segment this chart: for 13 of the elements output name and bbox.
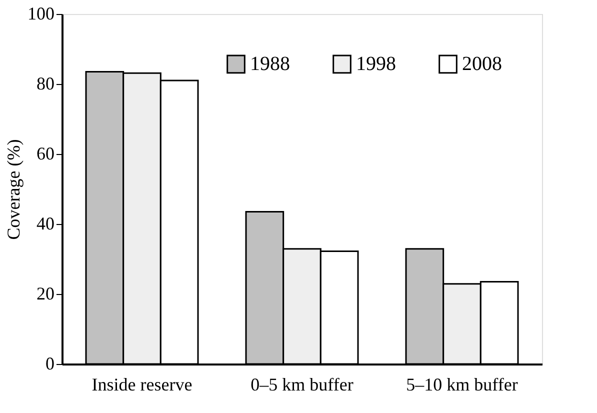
y-tick-label: 80 xyxy=(36,74,54,94)
y-tick-label: 100 xyxy=(28,4,54,24)
y-axis-title: Coverage (%) xyxy=(4,139,24,240)
x-tick-label: Inside reserve xyxy=(92,374,192,394)
y-tick-label: 20 xyxy=(36,284,54,304)
x-tick-label: 0–5 km buffer xyxy=(250,374,354,394)
legend-label: 1998 xyxy=(356,53,396,76)
legend-label: 1988 xyxy=(250,53,290,76)
x-tick-label: 5–10 km buffer xyxy=(406,374,518,394)
y-tick-label: 60 xyxy=(36,144,54,164)
y-tick-label: 0 xyxy=(46,354,54,374)
y-tick-label: 40 xyxy=(36,214,54,234)
legend-label: 2008 xyxy=(462,53,502,76)
